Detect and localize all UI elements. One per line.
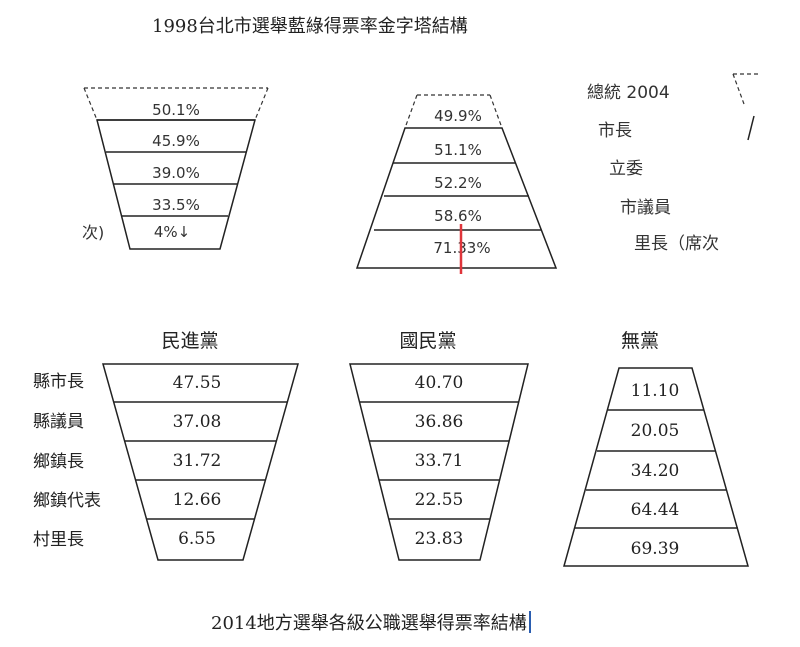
value-label: 58.6% (434, 207, 482, 225)
value-label: 39.0% (152, 164, 200, 182)
value-label: 69.39 (631, 539, 680, 559)
level-label: 市議員 (620, 198, 671, 218)
value-label: 45.9% (152, 132, 200, 150)
level-label: 總統 2004 (587, 83, 670, 103)
level-label: 立委 (609, 159, 643, 179)
level-label: 市長 (598, 121, 632, 141)
row-label: 鄉鎮代表 (33, 491, 101, 511)
value-label: 23.83 (415, 529, 464, 549)
text-cursor (528, 611, 531, 633)
value-label: 6.55 (178, 529, 216, 549)
side-label-fragment: 次) (82, 223, 104, 242)
value-label: 40.70 (415, 373, 464, 393)
dpp-pyramid: 民進黨 47.55 37.08 31.72 12.66 6.55 (102, 330, 299, 561)
independent-pyramid: 無黨 11.10 20.05 34.20 64.44 69.39 (563, 330, 749, 567)
value-label: 37.08 (173, 412, 222, 432)
value-label: 20.05 (631, 421, 680, 441)
value-label: 22.55 (415, 490, 464, 510)
value-label: 49.9% (434, 107, 482, 125)
kmt-pyramid: 國民黨 40.70 36.86 33.71 22.55 23.83 (349, 330, 529, 561)
value-label: 36.86 (415, 412, 464, 432)
party-heading: 國民黨 (399, 330, 456, 352)
pyramid-outline (102, 363, 299, 561)
bottom-row-labels: 縣市長 縣議員 鄉鎮長 鄉鎮代表 村里長 (33, 372, 101, 550)
row-label: 鄉鎮長 (33, 452, 84, 472)
pyramid-outline (355, 127, 558, 269)
value-label: 31.72 (173, 451, 222, 471)
value-label: 33.71 (415, 451, 464, 471)
dashed-left-edge (83, 87, 98, 121)
value-label: 33.5% (152, 196, 200, 214)
top-left-pyramid: 50.1% 45.9% 39.0% 33.5% 4%↓ 次) (82, 87, 269, 250)
top-right-fragment: 總統 2004 市長 立委 市議員 里長（席次 (587, 73, 760, 254)
value-label: 64.44 (631, 500, 680, 520)
row-label: 村里長 (33, 530, 84, 550)
value-label: 34.20 (631, 461, 680, 481)
top-mid-pyramid: 49.9% 51.1% 52.2% 58.6% 71.33% (355, 94, 558, 274)
value-label: 4%↓ (154, 223, 190, 241)
value-label: 11.10 (631, 381, 680, 401)
bottom-title-text: 2014地方選舉各級公職選舉得票率結構 (211, 613, 527, 634)
value-label: 12.66 (173, 490, 222, 510)
row-label: 縣市長 (33, 372, 84, 392)
party-heading: 民進黨 (161, 330, 218, 352)
pyramid-outline (563, 367, 749, 567)
pyramid-edge (747, 115, 755, 141)
dashed-right-edge (489, 94, 503, 129)
pyramid-outline (349, 363, 529, 561)
bottom-title[interactable]: 2014地方選舉各級公職選舉得票率結構 (211, 609, 531, 635)
dashed-left-edge (732, 73, 745, 105)
value-label: 52.2% (434, 174, 482, 192)
row-label: 縣議員 (33, 412, 84, 432)
value-label: 50.1% (152, 101, 200, 119)
level-label: 里長（席次 (634, 234, 719, 254)
value-label: 47.55 (173, 373, 222, 393)
party-heading: 無黨 (621, 330, 659, 352)
value-label: 51.1% (434, 141, 482, 159)
dashed-right-edge (254, 87, 269, 121)
top-title: 1998台北市選舉藍綠得票率金字塔結構 (152, 16, 468, 37)
dashed-left-edge (404, 94, 418, 129)
